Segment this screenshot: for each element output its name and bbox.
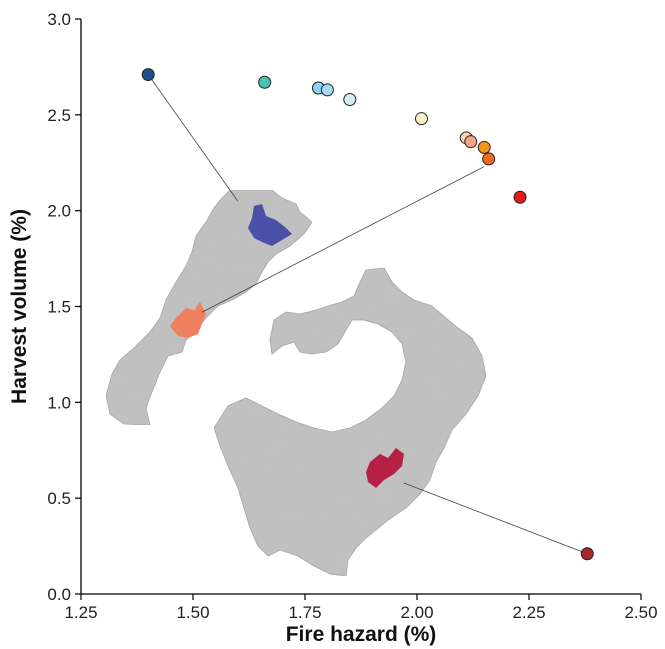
data-point (482, 152, 496, 166)
data-point (477, 140, 491, 154)
x-tick-label: 1.50 (176, 603, 209, 622)
data-point (320, 83, 334, 97)
x-tick-label: 2.50 (624, 603, 657, 622)
y-tick-label: 0.0 (47, 585, 71, 604)
data-point (464, 135, 478, 149)
leader-line (147, 74, 239, 202)
highlight-area-crimson (366, 448, 404, 488)
y-axis-title: Harvest volume (%) (8, 209, 31, 404)
data-points (141, 68, 594, 561)
x-tick-label: 1.75 (288, 603, 321, 622)
data-point (580, 547, 594, 561)
y-tick-label: 2.5 (47, 106, 71, 125)
highlight-area-orange (170, 302, 206, 338)
highlight-area-blue (248, 204, 292, 246)
y-tick-label: 2.0 (47, 202, 71, 221)
axes: 1.25 1.50 1.75 2.00 2.25 2.50 0.0 0.5 1.0 1.5 2.0 2… (47, 10, 657, 622)
leader-lines (147, 74, 588, 555)
terrain-region-south (213, 267, 487, 577)
data-point (414, 112, 428, 126)
y-tick-label: 0.5 (47, 489, 71, 508)
x-tick-label: 2.25 (512, 603, 545, 622)
data-point (513, 190, 527, 204)
y-tick-label: 1.0 (47, 393, 71, 412)
x-tick-label: 1.25 (64, 603, 97, 622)
x-axis-title: Fire hazard (%) (286, 623, 437, 646)
terrain-region-north (105, 189, 313, 426)
terrain-map-inset (105, 189, 487, 577)
leader-line (201, 166, 485, 313)
data-point (258, 75, 272, 89)
data-point (343, 93, 357, 106)
x-tick-label: 2.00 (400, 603, 433, 622)
data-point (141, 68, 155, 82)
y-tick-label: 3.0 (47, 10, 71, 29)
y-tick-label: 1.5 (47, 298, 71, 317)
leader-line (403, 482, 588, 555)
